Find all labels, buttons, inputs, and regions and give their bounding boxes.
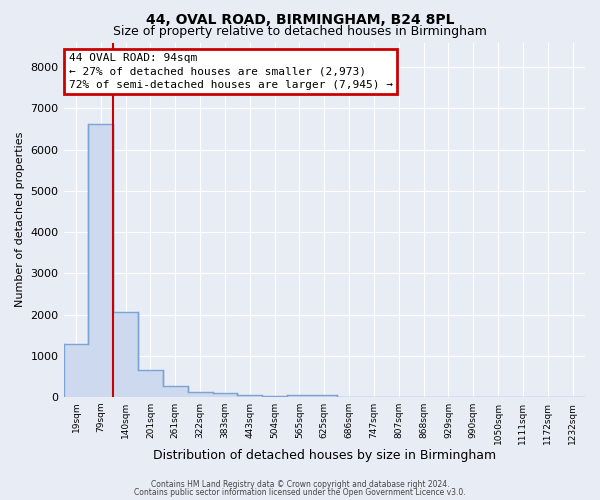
Bar <box>238 395 262 397</box>
Bar <box>138 370 163 397</box>
Bar <box>113 312 138 397</box>
X-axis label: Distribution of detached houses by size in Birmingham: Distribution of detached houses by size … <box>153 450 496 462</box>
Text: 44, OVAL ROAD, BIRMINGHAM, B24 8PL: 44, OVAL ROAD, BIRMINGHAM, B24 8PL <box>146 12 454 26</box>
Text: Contains public sector information licensed under the Open Government Licence v3: Contains public sector information licen… <box>134 488 466 497</box>
Bar <box>163 386 188 397</box>
Bar <box>287 395 312 397</box>
Text: Contains HM Land Registry data © Crown copyright and database right 2024.: Contains HM Land Registry data © Crown c… <box>151 480 449 489</box>
Bar <box>212 393 238 397</box>
Y-axis label: Number of detached properties: Number of detached properties <box>15 132 25 308</box>
Bar <box>188 392 212 397</box>
Bar <box>88 124 113 397</box>
Bar <box>312 395 337 397</box>
Text: Size of property relative to detached houses in Birmingham: Size of property relative to detached ho… <box>113 25 487 38</box>
Bar <box>64 344 88 397</box>
Bar <box>262 396 287 397</box>
Text: 44 OVAL ROAD: 94sqm
← 27% of detached houses are smaller (2,973)
72% of semi-det: 44 OVAL ROAD: 94sqm ← 27% of detached ho… <box>69 53 393 90</box>
